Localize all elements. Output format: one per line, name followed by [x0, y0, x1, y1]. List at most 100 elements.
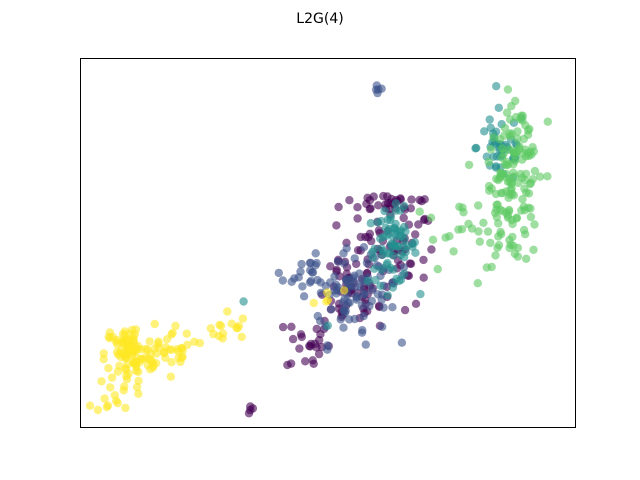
scatter-point	[473, 279, 482, 288]
scatter-point	[411, 230, 420, 239]
scatter-point	[391, 206, 400, 215]
scatter-point	[209, 329, 218, 339]
scatter-point	[489, 133, 498, 142]
scatter-point	[359, 312, 368, 321]
scatter-point	[474, 227, 483, 236]
scatter-point	[360, 289, 369, 299]
scatter-point	[287, 322, 296, 331]
scatter-point	[399, 263, 409, 272]
scatter-point	[106, 383, 115, 392]
scatter-point	[312, 324, 321, 334]
scatter-point	[464, 160, 474, 170]
scatter-point	[480, 127, 489, 136]
scatter-point	[357, 301, 367, 310]
scatter-point	[168, 328, 177, 338]
scatter-point	[120, 331, 129, 340]
scatter-point	[323, 345, 332, 354]
scatter-point	[513, 127, 522, 136]
scatter-point	[321, 281, 330, 291]
scatter-point	[491, 251, 500, 260]
scatter-point	[515, 142, 524, 151]
scatter-point	[400, 305, 410, 315]
scatter-point	[358, 326, 367, 335]
scatter-point	[340, 259, 349, 268]
scatter-point	[152, 349, 161, 358]
scatter-point	[100, 394, 109, 403]
scatter-point	[487, 262, 496, 272]
scatter-point	[524, 189, 534, 198]
scatter-point	[526, 212, 536, 222]
scatter-point	[414, 220, 423, 229]
scatter-point	[378, 322, 387, 331]
scatter-point	[107, 373, 117, 382]
scatter-point	[305, 258, 315, 268]
scatter-point	[117, 345, 126, 354]
scatter-point	[403, 241, 412, 250]
scatter-point	[351, 282, 360, 292]
scatter-point	[475, 237, 484, 246]
scatter-point	[306, 339, 316, 349]
scatter-point	[352, 292, 361, 301]
scatter-point	[129, 337, 139, 346]
scatter-point	[492, 82, 501, 91]
scatter-point	[294, 273, 303, 282]
scatter-point	[345, 298, 354, 307]
scatter-point	[464, 219, 473, 229]
scatter-point	[505, 235, 514, 245]
scatter-point	[376, 281, 385, 290]
scatter-point	[323, 288, 332, 297]
scatter-point	[496, 189, 506, 198]
scatter-point	[308, 356, 317, 365]
scatter-point	[215, 320, 224, 329]
scatter-point	[218, 334, 227, 343]
scatter-point	[377, 265, 386, 274]
scatter-point	[173, 347, 183, 356]
scatter-point	[161, 353, 170, 362]
scatter-point	[457, 225, 467, 234]
scatter-point	[309, 298, 318, 308]
scatter-point	[388, 283, 398, 292]
scatter-point	[514, 178, 523, 188]
scatter-point	[370, 264, 379, 273]
scatter-point	[295, 344, 304, 353]
scatter-point	[359, 243, 369, 252]
scatter-point	[350, 254, 359, 263]
scatter-point	[416, 289, 425, 299]
scatter-point	[357, 277, 367, 286]
scatter-point	[518, 195, 527, 204]
scatter-point	[471, 144, 480, 153]
scatter-point	[495, 135, 505, 144]
scatter-point	[104, 364, 113, 373]
scatter-point	[278, 322, 288, 332]
scatter-point	[244, 409, 254, 418]
scatter-point	[494, 241, 504, 250]
scatter-point	[384, 229, 393, 238]
scatter-point	[336, 315, 345, 324]
scatter-point	[496, 230, 506, 239]
scatter-point	[364, 233, 373, 242]
scatter-point	[380, 206, 389, 216]
scatter-point	[507, 179, 516, 189]
scatter-point	[518, 116, 527, 125]
scatter-point	[122, 371, 131, 381]
scatter-point	[332, 265, 341, 275]
scatter-point	[286, 359, 296, 368]
scatter-point	[391, 199, 401, 208]
scatter-point	[526, 204, 535, 213]
scatter-point	[350, 314, 359, 324]
scatter-point	[85, 401, 95, 410]
scatter-point	[383, 291, 392, 300]
scatter-point	[177, 353, 187, 362]
scatter-point	[379, 303, 388, 312]
scatter-point	[183, 340, 192, 349]
scatter-point	[274, 268, 283, 278]
scatter-point	[417, 197, 426, 206]
scatter-point	[313, 311, 322, 321]
scatter-point	[132, 382, 142, 392]
scatter-point	[299, 292, 309, 301]
scatter-point	[365, 204, 374, 214]
scatter-point	[503, 160, 513, 169]
scatter-point	[305, 278, 315, 287]
scatter-point	[535, 172, 545, 181]
scatter-point	[377, 244, 386, 253]
